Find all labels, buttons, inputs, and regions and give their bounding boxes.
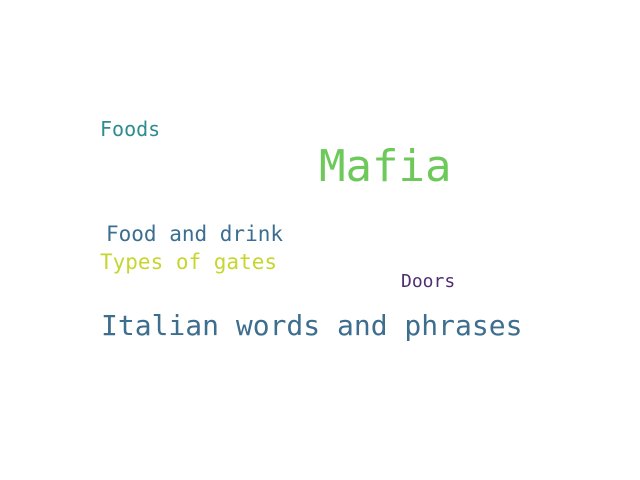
word-mafia: Mafia	[319, 141, 452, 192]
word-food-and-drink: Food and drink	[106, 222, 284, 246]
word-types-of-gates: Types of gates	[100, 250, 278, 274]
word-doors: Doors	[401, 271, 456, 292]
word-italian-words-and-phrases: Italian words and phrases	[101, 309, 523, 342]
word-foods: Foods	[100, 117, 161, 141]
